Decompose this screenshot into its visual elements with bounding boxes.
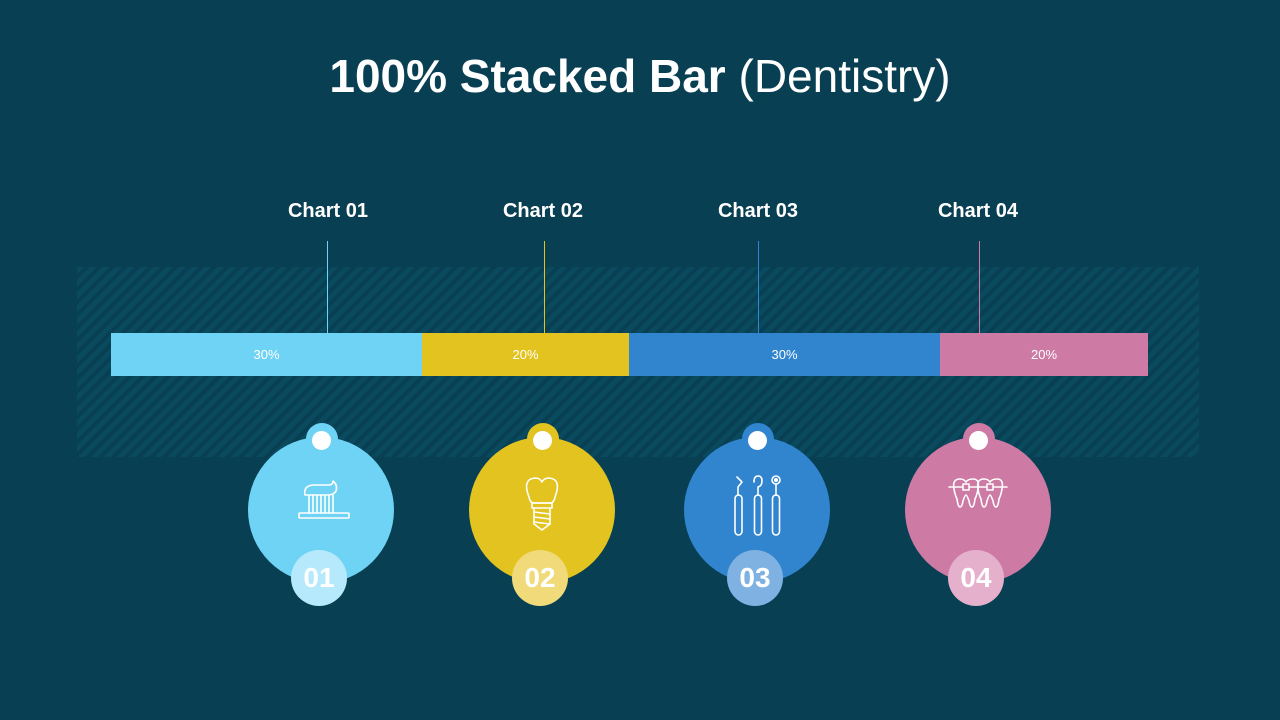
medal-number-01: 01 bbox=[291, 550, 347, 606]
medal-04: 04 bbox=[903, 423, 1053, 613]
bar-segment-02[interactable]: 20% bbox=[422, 333, 629, 376]
segment-value-01: 30% bbox=[253, 347, 280, 362]
title-main: 100% Stacked Bar bbox=[329, 50, 726, 102]
chart-label-01: Chart 01 bbox=[287, 200, 369, 222]
chart-label-03: Chart 03 bbox=[717, 200, 799, 222]
medal-number-03: 03 bbox=[727, 550, 783, 606]
leader-line-01 bbox=[327, 241, 328, 333]
bar-segment-03[interactable]: 30% bbox=[629, 333, 940, 376]
medal-hole bbox=[312, 431, 331, 450]
medal-03: 03 bbox=[682, 423, 832, 613]
title-subtitle: (Dentistry) bbox=[738, 50, 951, 102]
dental-tools-icon bbox=[734, 475, 781, 536]
bar-segment-04[interactable]: 20% bbox=[940, 333, 1148, 376]
medal-hole bbox=[533, 431, 552, 450]
braces-icon bbox=[948, 478, 1008, 508]
medal-number-02: 02 bbox=[512, 550, 568, 606]
medal-hole bbox=[748, 431, 767, 450]
chart-label-04: Chart 04 bbox=[937, 200, 1019, 222]
medal-02: 02 bbox=[467, 423, 617, 613]
medal-hole bbox=[969, 431, 988, 450]
segment-value-03: 30% bbox=[771, 347, 798, 362]
leader-line-02 bbox=[544, 241, 545, 333]
medal-number-04: 04 bbox=[948, 550, 1004, 606]
stacked-bar: 30% 20% 30% 20% bbox=[111, 333, 1148, 376]
segment-value-02: 20% bbox=[512, 347, 539, 362]
leader-line-04 bbox=[979, 241, 980, 333]
medal-01: 01 bbox=[246, 423, 396, 613]
page-title: 100% Stacked Bar (Dentistry) bbox=[0, 46, 1280, 106]
bar-segment-01[interactable]: 30% bbox=[111, 333, 422, 376]
leader-line-03 bbox=[758, 241, 759, 333]
segment-value-04: 20% bbox=[1030, 347, 1058, 362]
dental-implant-icon bbox=[525, 477, 559, 531]
toothbrush-icon bbox=[298, 480, 350, 519]
chart-label-02: Chart 02 bbox=[502, 200, 584, 222]
